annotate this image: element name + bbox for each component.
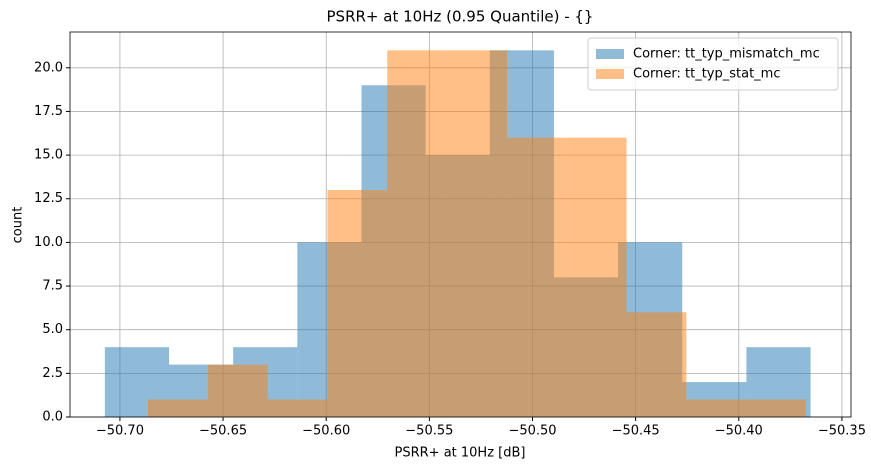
x-tick-label: −50.40 <box>715 424 763 439</box>
plot-frame <box>69 31 852 418</box>
x-tick-label: −50.60 <box>302 424 350 439</box>
x-axis-label: PSRR+ at 10Hz [dB] <box>395 446 526 461</box>
x-tick-label: −50.35 <box>818 424 866 439</box>
legend-label: Corner: tt_typ_stat_mc <box>633 67 781 82</box>
bar <box>566 137 627 417</box>
x-tick-label: −50.70 <box>96 424 144 439</box>
y-tick-label: 7.5 <box>42 279 63 294</box>
x-tick-label: −50.55 <box>405 424 453 439</box>
bar <box>686 399 747 417</box>
bar <box>447 50 507 417</box>
legend-swatch <box>596 69 624 79</box>
chart-title: PSRR+ at 10Hz (0.95 Quantile) - {} <box>327 8 594 26</box>
legend-label: Corner: tt_typ_mismatch_mc <box>633 47 820 62</box>
x-tick-label: −50.65 <box>199 424 247 439</box>
y-tick-label: 2.5 <box>42 366 63 381</box>
y-tick-label: 12.5 <box>34 191 63 206</box>
x-tick-label: −50.50 <box>508 424 556 439</box>
bar <box>267 399 328 417</box>
bar <box>506 137 567 417</box>
x-tick-label: −50.45 <box>612 424 660 439</box>
bar <box>387 50 448 417</box>
bar <box>207 364 268 417</box>
bar <box>626 312 687 417</box>
legend-swatch <box>596 49 624 59</box>
y-tick-label: 15.0 <box>34 148 63 163</box>
bar <box>327 190 388 417</box>
y-tick-label: 20.0 <box>34 60 63 75</box>
y-axis-label: count <box>11 207 26 244</box>
bar <box>746 399 807 417</box>
y-tick-label: 17.5 <box>34 104 63 119</box>
legend-box <box>587 37 839 91</box>
y-tick-label: 5.0 <box>42 322 63 337</box>
y-tick-label: 10.0 <box>34 235 63 250</box>
y-tick-label: 0.0 <box>42 410 63 425</box>
bar <box>147 399 208 417</box>
